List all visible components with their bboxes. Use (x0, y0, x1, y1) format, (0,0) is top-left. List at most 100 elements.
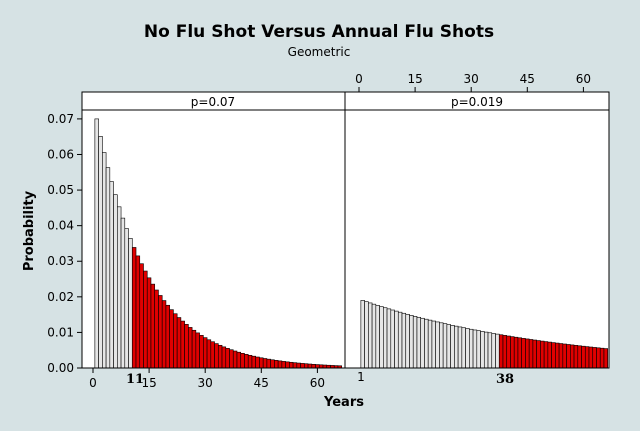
bar-p0-x37 (229, 349, 234, 369)
bar-p0-x34 (217, 344, 223, 369)
bar-p0-x27 (191, 329, 197, 369)
bar-p0-x20 (165, 304, 170, 369)
bar-p1-x35 (487, 332, 493, 369)
bar-p1-x1 (360, 300, 365, 369)
y-tick-label: 0.06 (47, 147, 74, 161)
y-tick-label: 0.07 (47, 112, 74, 126)
bar-p0-x54 (292, 362, 298, 369)
bar-p0-x30 (203, 337, 208, 369)
bar-p1-x52 (551, 342, 556, 369)
y-tick-label: 0.05 (47, 183, 74, 197)
bar-p1-x56 (566, 344, 571, 369)
bar-p0-x12 (135, 255, 141, 369)
bar-p1-x46 (528, 339, 534, 369)
left-strip-label: p=0.07 (191, 95, 235, 109)
bar-p1-x63 (592, 347, 597, 369)
bar-p1-x32 (476, 330, 481, 369)
bar-p1-x8 (386, 308, 392, 369)
bar-p1-x21 (435, 321, 440, 369)
bar-p0-x58 (307, 363, 313, 369)
bar-p1-x33 (480, 331, 485, 369)
bar-p1-x16 (416, 316, 422, 369)
bar-p1-x38 (498, 334, 504, 369)
bar-p1-x11 (397, 311, 403, 369)
bar-p0-x36 (225, 348, 230, 369)
bar-p0-x9 (124, 228, 129, 369)
bar-p0-x24 (180, 320, 185, 369)
bar-p0-x28 (195, 332, 200, 369)
bar-p1-x24 (446, 324, 451, 369)
x-axis-title: Years (323, 395, 364, 410)
x-top-tick-label: 15 (407, 72, 422, 86)
bar-p0-x42 (247, 354, 253, 369)
bar-p0-x50 (277, 360, 283, 369)
right-first-value-label: 1 (357, 370, 365, 384)
x-axis-top: 0 15 30 45 60 (355, 72, 591, 92)
bar-p0-x57 (304, 363, 309, 369)
bar-p0-x33 (214, 343, 219, 369)
bar-p1-x4 (371, 303, 377, 369)
bar-p1-x60 (581, 345, 586, 369)
bar-p0-x18 (158, 295, 163, 369)
bar-p0-x40 (240, 352, 245, 369)
bar-p1-x5 (375, 305, 380, 369)
bar-p1-x17 (420, 317, 425, 369)
bar-p1-x42 (513, 336, 519, 369)
bar-p1-x20 (431, 320, 436, 369)
bar-p1-x59 (577, 345, 582, 369)
bar-p0-x39 (236, 351, 242, 369)
right-shade-start-label: 38 (496, 372, 514, 387)
bar-p0-x8 (120, 217, 126, 369)
bar-p1-x19 (427, 319, 433, 369)
bar-p1-x31 (472, 329, 478, 369)
bar-p1-x18 (424, 318, 429, 369)
bar-p1-x22 (439, 322, 444, 369)
bar-p1-x47 (532, 339, 537, 369)
bar-p0-x7 (117, 206, 122, 369)
bar-p0-x35 (221, 346, 227, 369)
bar-p1-x28 (461, 327, 466, 369)
bar-p1-x34 (483, 331, 489, 369)
bar-p1-x36 (491, 333, 496, 369)
bar-p0-x38 (232, 350, 238, 369)
x-top-tick-label: 0 (355, 72, 363, 86)
bar-p0-x46 (262, 358, 268, 369)
bar-p1-x25 (450, 325, 455, 369)
bar-p1-x66 (603, 348, 609, 369)
bar-p1-x65 (599, 347, 605, 369)
bar-p1-x50 (543, 341, 549, 369)
bar-p1-x9 (390, 309, 395, 369)
y-tick-label: 0.01 (47, 325, 74, 339)
bar-p0-x25 (184, 324, 189, 369)
bar-p0-x15 (146, 277, 152, 369)
bar-p1-x53 (555, 342, 560, 369)
bar-p0-x16 (150, 283, 156, 369)
bar-p1-x7 (383, 307, 388, 369)
bar-p1-x13 (405, 313, 410, 369)
bar-p0-x3 (102, 152, 107, 369)
bar-p0-x31 (206, 339, 212, 369)
bar-p1-x62 (588, 346, 594, 369)
bar-p1-x48 (536, 340, 541, 369)
x-tick-label: 45 (254, 376, 269, 390)
bar-p1-x37 (495, 333, 500, 369)
x-tick-label: 0 (89, 376, 97, 390)
bar-p1-x6 (379, 306, 384, 369)
y-axis: 0.00 0.01 0.02 0.03 0.04 0.05 0.06 0.07 (47, 112, 82, 375)
bar-p1-x44 (521, 338, 526, 369)
bar-p1-x43 (517, 337, 522, 369)
bar-p0-x52 (285, 361, 290, 369)
right-strip-label: p=0.019 (451, 95, 503, 109)
bar-p0-x5 (109, 181, 114, 369)
x-tick-label: 15 (141, 376, 156, 390)
bar-p1-x61 (584, 346, 590, 369)
left-shade-start-label: 11 (126, 372, 144, 387)
y-axis-title: Probability (22, 190, 37, 271)
bar-p0-x45 (259, 357, 264, 369)
bar-p1-x45 (525, 338, 530, 369)
bar-p0-x19 (161, 300, 167, 369)
bar-p1-x15 (412, 316, 418, 369)
bar-p1-x39 (502, 335, 508, 369)
